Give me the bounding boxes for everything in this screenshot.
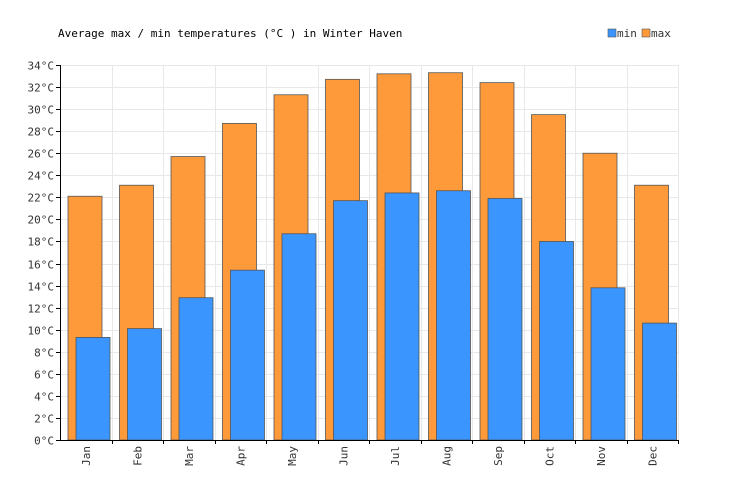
legend-swatch-min	[607, 28, 617, 38]
legend-swatch-max	[641, 28, 651, 38]
grid	[60, 65, 679, 441]
y-tick-label: 34°C	[28, 60, 55, 73]
bar-min-may	[281, 233, 317, 441]
bar-min-sep	[487, 198, 523, 441]
y-tick-label: 18°C	[28, 236, 55, 249]
y-tick-label: 10°C	[28, 325, 55, 338]
bars	[67, 72, 677, 441]
bar-min-jun	[333, 200, 368, 441]
y-tick-label: 14°C	[28, 281, 55, 294]
x-axis-ticks: Jan Feb Mar Apr May Jun Jul Aug Sep Oct Nov Dec	[80, 440, 679, 466]
x-tick-label: Oct	[543, 446, 556, 466]
bar-min-oct	[539, 241, 574, 441]
bar-min-nov	[590, 287, 626, 441]
bar-min-aug	[436, 190, 471, 441]
bar-min-apr	[230, 269, 265, 441]
y-tick-label: 8°C	[34, 347, 54, 360]
bar-min-feb	[127, 328, 162, 441]
y-tick-label: 30°C	[28, 104, 55, 117]
bar-min-mar	[178, 297, 214, 441]
y-tick-label: 12°C	[28, 303, 55, 316]
y-tick-label: 20°C	[28, 214, 55, 227]
y-tick-label: 4°C	[34, 391, 54, 404]
legend-label-min: min	[617, 27, 637, 40]
x-tick-label: May	[286, 446, 299, 466]
y-tick-label: 28°C	[28, 126, 55, 139]
x-tick-label: Jan	[80, 446, 93, 466]
y-tick-label: 24°C	[28, 170, 55, 183]
x-tick-label: Mar	[183, 446, 196, 466]
legend: min max	[607, 27, 671, 40]
x-tick-label: Dec	[646, 446, 659, 466]
y-tick-label: 22°C	[28, 192, 55, 205]
chart-title: Average max / min temperatures (°C ) in …	[58, 27, 402, 40]
bar-min-jul	[384, 192, 420, 441]
x-tick-label: Sep	[492, 446, 505, 466]
x-tick-label: Jul	[389, 446, 402, 466]
x-tick-label: Apr	[234, 446, 247, 466]
y-tick-label: 32°C	[28, 82, 55, 95]
x-tick-label: Jun	[337, 446, 350, 466]
x-tick-label: Feb	[131, 446, 144, 466]
y-tick-label: 16°C	[28, 259, 55, 272]
y-axis-ticks: 0°C 2°C 4°C 6°C 8°C 10°C 12°C 14°C 16°C 18°C 20°C 2…	[28, 60, 60, 448]
x-tick-label: Nov	[595, 446, 608, 466]
legend-label-max: max	[651, 27, 671, 40]
x-tick-label: Aug	[440, 446, 453, 466]
y-tick-label: 2°C	[34, 413, 54, 426]
y-tick-label: 26°C	[28, 148, 55, 161]
y-tick-label: 6°C	[34, 369, 54, 382]
bar-min-dec	[642, 322, 677, 441]
y-tick-label: 0°C	[34, 435, 54, 448]
bar-min-jan	[75, 337, 111, 441]
